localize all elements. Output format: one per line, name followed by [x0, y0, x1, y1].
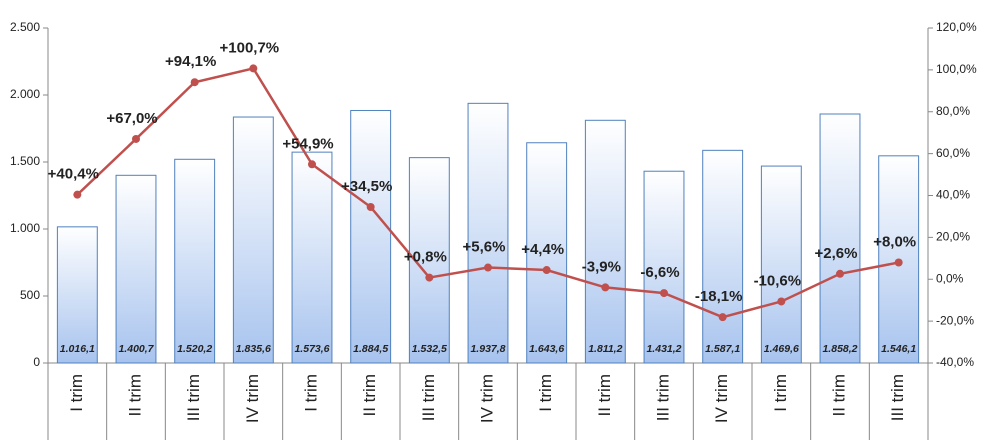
y2-tick-label: 20,0%: [936, 230, 970, 244]
line-value-label: -18,1%: [695, 288, 743, 305]
x-tick-label: III trim: [653, 374, 672, 421]
line-value-label: +8,0%: [873, 233, 916, 250]
line-marker: [777, 297, 786, 306]
line-marker: [132, 134, 140, 143]
bar-value-label: 1.937,8: [470, 343, 505, 355]
line-marker: [190, 78, 199, 87]
line-value-label: -10,6%: [754, 272, 802, 289]
bar-value-label: 1.520,2: [177, 343, 212, 355]
line-value-label: +34,5%: [341, 178, 392, 195]
line-value-label: -3,9%: [582, 258, 621, 275]
x-tick-label: IV trim: [243, 374, 262, 423]
line-value-label: -6,6%: [640, 264, 679, 281]
y-tick-label: 500: [20, 288, 40, 302]
x-tick-label: II trim: [360, 374, 379, 417]
x-tick-label: II trim: [125, 374, 144, 417]
line-value-label: +94,1%: [165, 53, 216, 70]
x-tick-label: II trim: [595, 374, 614, 417]
bar-value-label: 1.532,5: [412, 343, 447, 355]
y2-tick-label: 80,0%: [936, 104, 970, 118]
y2-tick-label: 100,0%: [936, 62, 977, 76]
y-tick-label: 2.500: [10, 20, 40, 34]
x-tick-label: I trim: [536, 374, 555, 412]
bar: [350, 109, 392, 364]
bar: [702, 149, 744, 364]
bar-value-label: 1.469,6: [764, 343, 799, 355]
y-tick-label: 2.000: [10, 87, 40, 101]
bar: [467, 102, 509, 364]
bar: [584, 119, 626, 364]
bar: [291, 151, 333, 364]
line-marker: [484, 263, 492, 272]
bar-value-label: 1.858,2: [822, 343, 857, 355]
y2-tick-label: -20,0%: [936, 313, 974, 327]
bar: [115, 174, 157, 364]
line-value-label: +54,9%: [282, 135, 333, 152]
line-value-label: +40,4%: [48, 166, 99, 183]
line-marker: [601, 283, 610, 292]
line-marker: [718, 313, 727, 322]
line-value-label: +5,6%: [463, 238, 506, 255]
bar: [760, 165, 802, 364]
bar-value-label: 1.016,1: [60, 343, 95, 355]
y2-tick-label: -40,0%: [936, 355, 974, 369]
y2-tick-label: 0,0%: [936, 271, 964, 285]
x-tick-label: III trim: [184, 374, 203, 421]
bar-value-label: 1.884,5: [353, 343, 388, 355]
bar: [56, 226, 98, 364]
bar: [232, 116, 274, 364]
bar-value-label: 1.587,1: [705, 343, 740, 355]
x-tick-label: I trim: [771, 374, 790, 412]
line-marker: [836, 269, 844, 278]
bar: [643, 170, 685, 364]
x-tick-label: II trim: [829, 374, 848, 417]
line-value-label: +67,0%: [106, 110, 157, 127]
x-tick-label: III trim: [419, 374, 438, 421]
x-tick-label: I trim: [301, 374, 320, 412]
x-tick-label: I trim: [67, 374, 86, 412]
y-tick-label: 1.500: [10, 154, 40, 168]
bar-value-label: 1.546,1: [881, 343, 916, 355]
line-marker: [542, 266, 551, 275]
bar: [819, 113, 861, 364]
bar-value-label: 1.643,6: [529, 343, 564, 355]
line-value-label: +0,8%: [404, 249, 447, 266]
bar: [174, 158, 216, 364]
y2-tick-label: 40,0%: [936, 188, 970, 202]
line-value-label: +4,4%: [521, 241, 564, 258]
x-tick-label: III trim: [888, 374, 907, 421]
line-marker: [660, 289, 668, 298]
y-tick-label: 0: [33, 355, 40, 369]
bar-value-label: 1.573,6: [294, 343, 329, 355]
x-tick-label: IV trim: [477, 374, 496, 423]
bar: [526, 142, 568, 364]
y2-tick-label: 120,0%: [936, 20, 977, 34]
bar-value-label: 1.400,7: [118, 343, 154, 355]
bar-value-label: 1.811,2: [588, 343, 622, 355]
line-value-label: +100,7%: [220, 39, 280, 56]
line-marker: [249, 64, 258, 73]
y2-tick-label: 60,0%: [936, 146, 970, 160]
bar-value-label: 1.431,2: [646, 343, 681, 355]
line-marker: [425, 273, 434, 282]
y-tick-label: 1.000: [10, 221, 40, 235]
line-marker: [366, 203, 375, 212]
x-tick-label: IV trim: [712, 374, 731, 423]
line-marker: [73, 190, 82, 199]
bar-value-label: 1.835,6: [236, 343, 271, 355]
line-marker: [894, 258, 903, 267]
line-value-label: +2,6%: [815, 245, 858, 262]
line-marker: [308, 160, 316, 169]
